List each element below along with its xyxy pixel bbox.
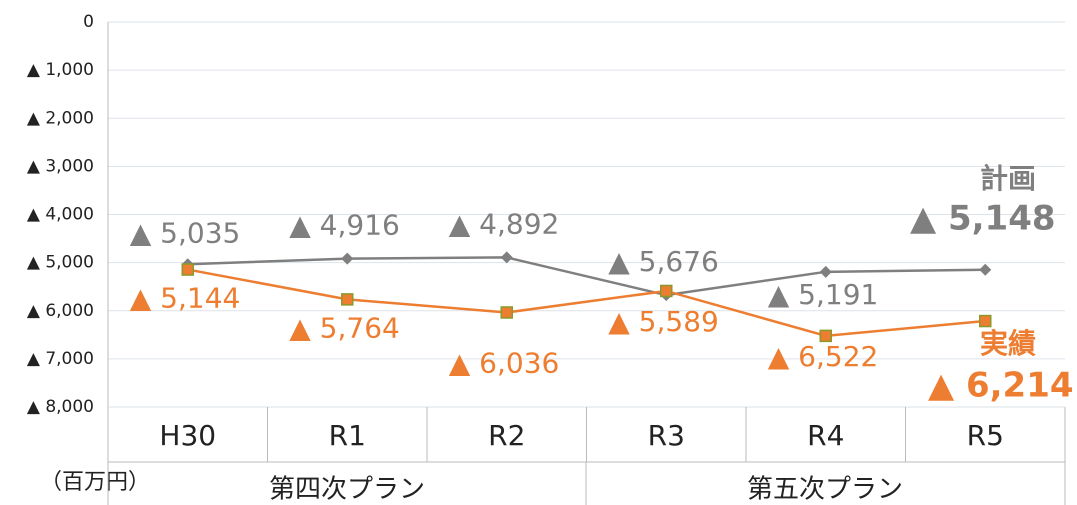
data-label: ▲ 4,892	[449, 207, 560, 240]
legend-label: 実績	[980, 327, 1036, 360]
data-label: ▲ 6,522	[768, 340, 879, 373]
y-tick-label: ▲ 4,000	[27, 205, 94, 225]
y-tick-label: ▲ 1,000	[27, 60, 94, 80]
y-tick-label: ▲ 8,000	[27, 397, 94, 417]
series-line	[187, 256, 986, 297]
data-label: ▲ 4,916	[289, 209, 400, 242]
x-tick-label: H30	[159, 419, 216, 452]
group-label: 第五次プラン	[747, 475, 903, 505]
data-label: ▲ 6,214	[928, 366, 1074, 406]
point-marker	[979, 263, 992, 276]
data-label: ▲ 5,148	[910, 199, 1056, 239]
data-label: ▲ 6,036	[449, 346, 560, 379]
x-tick-label: R2	[488, 419, 525, 452]
x-tick-label: R4	[807, 419, 844, 452]
legend-label: 計画	[980, 162, 1036, 195]
data-label: ▲ 5,764	[289, 311, 400, 344]
point-marker	[660, 284, 673, 298]
point-marker	[819, 265, 832, 278]
y-tick-label: ▲ 7,000	[27, 349, 94, 369]
point-marker	[341, 293, 354, 306]
point-marker	[500, 251, 513, 264]
x-tick-label: R3	[648, 419, 685, 452]
data-label: ▲ 5,144	[130, 282, 241, 315]
y-tick-label: ▲ 3,000	[27, 156, 94, 176]
group-label: 第四次プラン	[269, 475, 425, 505]
y-tick-label: ▲ 2,000	[27, 108, 94, 128]
point-marker	[341, 252, 354, 265]
data-label: ▲ 5,589	[608, 305, 719, 338]
x-tick-label: R1	[329, 419, 366, 452]
point-marker	[819, 329, 832, 343]
series-line	[187, 268, 986, 338]
point-marker	[181, 263, 194, 276]
data-label: ▲ 5,676	[608, 245, 719, 278]
unit-label: （百万円）	[40, 470, 150, 495]
data-label: ▲ 5,035	[130, 216, 241, 249]
y-tick-label: ▲ 6,000	[27, 301, 94, 321]
data-label: ▲ 5,191	[768, 278, 879, 311]
point-marker	[500, 306, 513, 319]
x-tick-label: R5	[967, 419, 1004, 452]
point-marker	[979, 314, 992, 328]
y-tick-label: 0	[83, 12, 94, 32]
y-tick-label: ▲ 5,000	[27, 253, 94, 273]
